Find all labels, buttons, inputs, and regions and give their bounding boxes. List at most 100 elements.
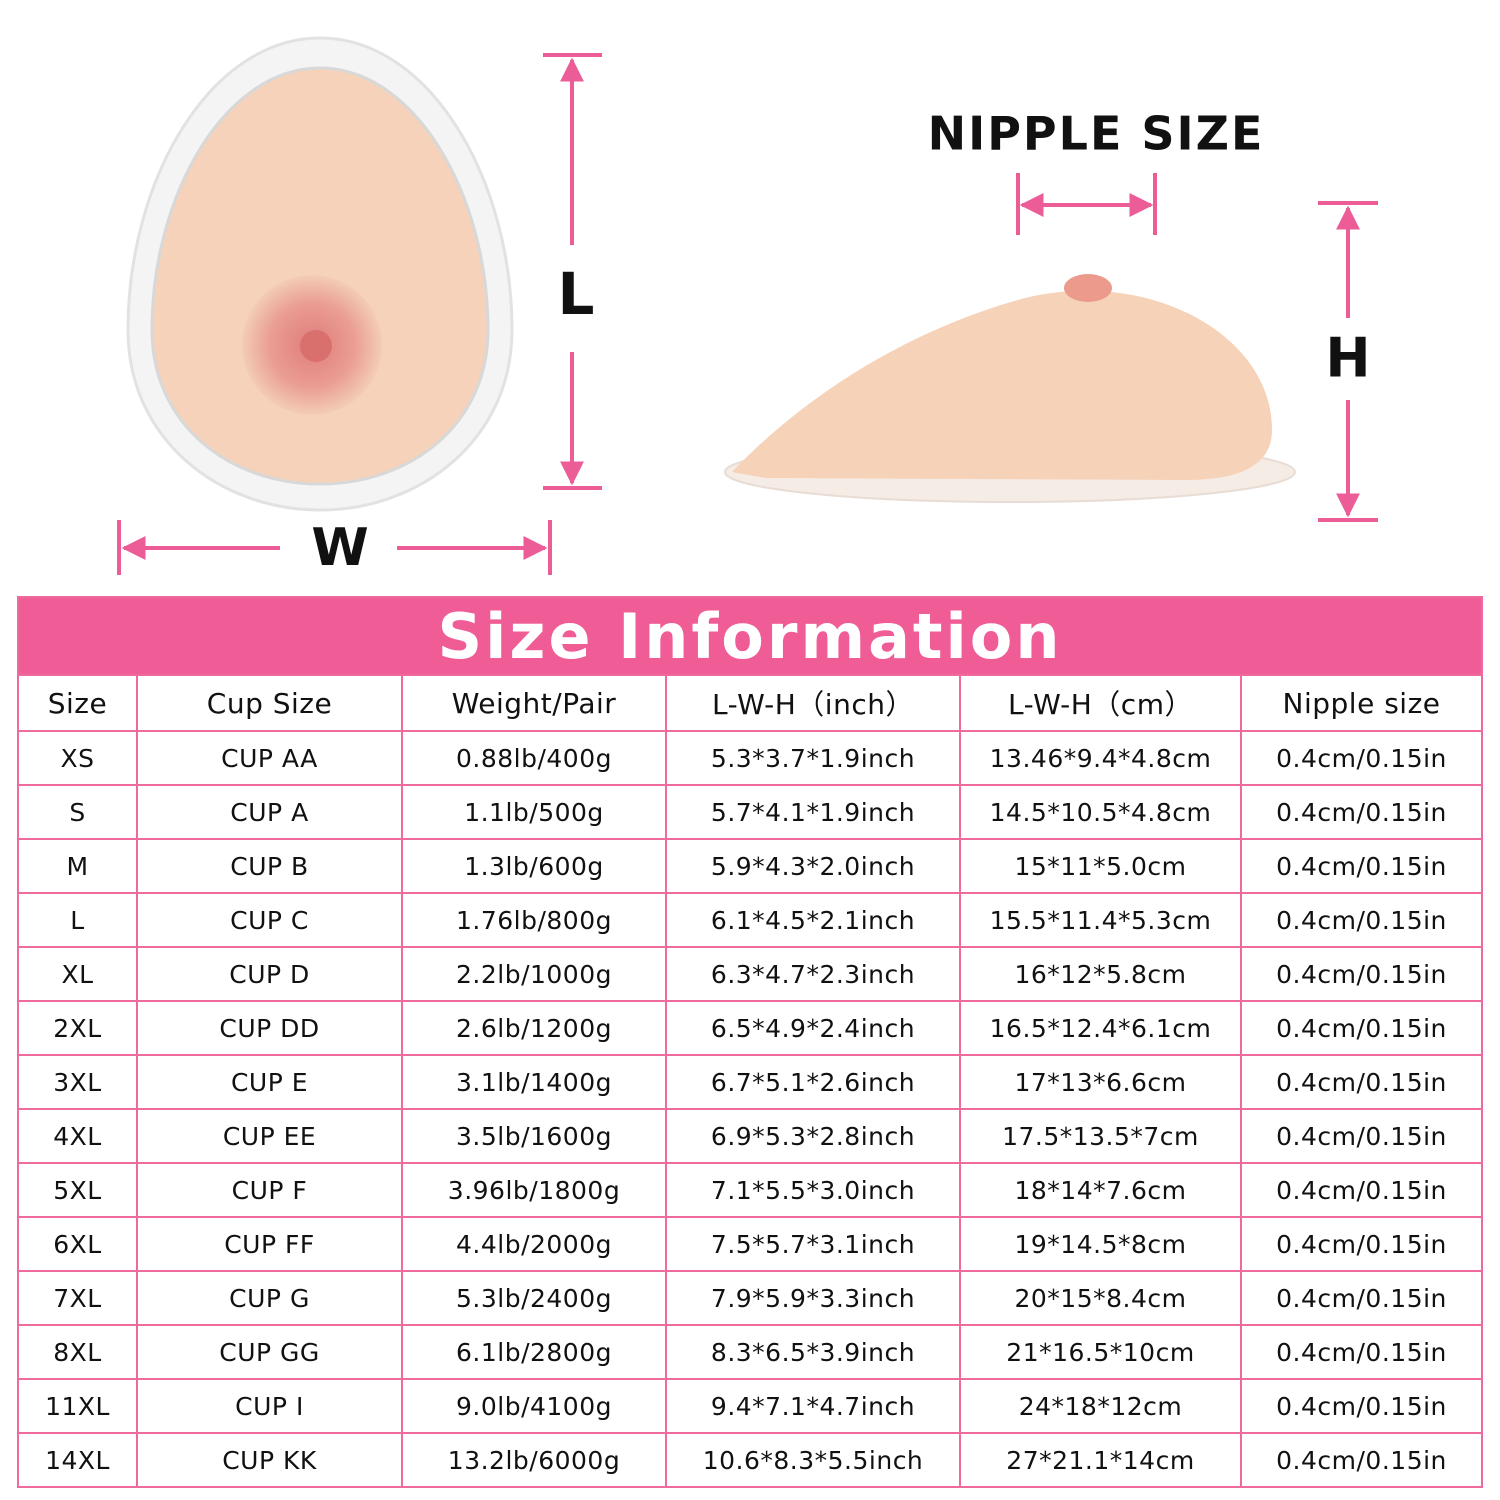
table-cell: 7XL xyxy=(17,1270,138,1326)
table-cell: 7.5*5.7*3.1inch xyxy=(665,1216,961,1272)
table-cell: L xyxy=(17,892,138,948)
table-cell: CUP D xyxy=(136,946,403,1002)
table-cell: 0.4cm/0.15in xyxy=(1239,1108,1484,1164)
table-cell: 2XL xyxy=(17,1000,138,1056)
dimension-lines xyxy=(117,53,1378,575)
table-row: 3XL CUP E 3.1lb/1400g 6.7*5.1*2.6inch 17*13*… xyxy=(17,1054,1484,1110)
nipple xyxy=(300,330,332,362)
table-cell: 19*14.5*8cm xyxy=(959,1216,1242,1272)
table-cell: 2.6lb/1200g xyxy=(401,1000,667,1056)
table-row: 14XL CUP KK 13.2lb/6000g 10.6*8.3*5.5inch 27… xyxy=(17,1432,1484,1488)
table-cell: 1.76lb/800g xyxy=(401,892,667,948)
table-cell: CUP F xyxy=(136,1162,403,1218)
table-cell: 1.1lb/500g xyxy=(401,784,667,840)
table-cell: 13.46*9.4*4.8cm xyxy=(959,730,1242,786)
column-header: Nipple size xyxy=(1239,674,1484,732)
table-cell: CUP C xyxy=(136,892,403,948)
table-cell: 5XL xyxy=(17,1162,138,1218)
table-cell: 17*13*6.6cm xyxy=(959,1054,1242,1110)
table-cell: 0.4cm/0.15in xyxy=(1239,1324,1484,1380)
table-cell: CUP EE xyxy=(136,1108,403,1164)
table-cell: 8XL xyxy=(17,1324,138,1380)
table-cell: 0.4cm/0.15in xyxy=(1239,1378,1484,1434)
table-cell: 0.4cm/0.15in xyxy=(1239,1216,1484,1272)
column-header: L-W-H（cm） xyxy=(959,674,1242,732)
table-cell: CUP E xyxy=(136,1054,403,1110)
table-cell: S xyxy=(17,784,138,840)
column-header: Weight/Pair xyxy=(401,674,667,732)
table-cell: CUP I xyxy=(136,1378,403,1434)
table-cell: 16*12*5.8cm xyxy=(959,946,1242,1002)
table-cell: 7.9*5.9*3.3inch xyxy=(665,1270,961,1326)
table-row: 6XL CUP FF 4.4lb/2000g 7.5*5.7*3.1inch 19*14… xyxy=(17,1216,1484,1272)
table-cell: 5.3lb/2400g xyxy=(401,1270,667,1326)
column-header: Size xyxy=(17,674,138,732)
table-cell: 24*18*12cm xyxy=(959,1378,1242,1434)
table-cell: CUP G xyxy=(136,1270,403,1326)
table-cell: 14XL xyxy=(17,1432,138,1488)
table-cell: 6XL xyxy=(17,1216,138,1272)
width-label: W xyxy=(311,518,368,578)
table-cell: CUP GG xyxy=(136,1324,403,1380)
nipple-label: NIPPLE SIZE xyxy=(928,107,1265,161)
column-header: Cup Size xyxy=(136,674,403,732)
size-table: Size Information Size Cup Size Weight/Pair… xyxy=(16,596,1484,1488)
table-cell: 3.5lb/1600g xyxy=(401,1108,667,1164)
table-cell: 17.5*13.5*7cm xyxy=(959,1108,1242,1164)
table-cell: 4XL xyxy=(17,1108,138,1164)
table-cell: 5.9*4.3*2.0inch xyxy=(665,838,961,894)
table-row: XS CUP AA 0.88lb/400g 5.3*3.7*1.9inch 13.46*… xyxy=(17,730,1484,786)
table-row: 5XL CUP F 3.96lb/1800g 7.1*5.5*3.0inch 18*14… xyxy=(17,1162,1484,1218)
table-row: M CUP B 1.3lb/600g 5.9*4.3*2.0inch 15*11*5.0… xyxy=(17,838,1484,894)
table-cell: 6.9*5.3*2.8inch xyxy=(665,1108,961,1164)
table-row: L CUP C 1.76lb/800g 6.1*4.5*2.1inch 15.5*11.… xyxy=(17,892,1484,948)
table-cell: 15*11*5.0cm xyxy=(959,838,1242,894)
table-cell: 1.3lb/600g xyxy=(401,838,667,894)
column-header: L-W-H（inch） xyxy=(665,674,961,732)
table-cell: XS xyxy=(17,730,138,786)
front-view xyxy=(126,36,514,512)
table-row: 4XL CUP EE 3.5lb/1600g 6.9*5.3*2.8inch 17.5*… xyxy=(17,1108,1484,1164)
table-cell: 4.4lb/2000g xyxy=(401,1216,667,1272)
table-cell: CUP B xyxy=(136,838,403,894)
table-body: XS CUP AA 0.88lb/400g 5.3*3.7*1.9inch 13.46*… xyxy=(17,730,1484,1488)
table-cell: 5.3*3.7*1.9inch xyxy=(665,730,961,786)
table-title: Size Information xyxy=(16,596,1484,676)
form xyxy=(732,290,1272,480)
table-row: 8XL CUP GG 6.1lb/2800g 8.3*6.5*3.9inch 21*16… xyxy=(17,1324,1484,1380)
table-cell: 0.4cm/0.15in xyxy=(1239,838,1484,894)
table-cell: 6.5*4.9*2.4inch xyxy=(665,1000,961,1056)
table-cell: 3.1lb/1400g xyxy=(401,1054,667,1110)
table-cell: CUP FF xyxy=(136,1216,403,1272)
table-cell: 18*14*7.6cm xyxy=(959,1162,1242,1218)
table-row: S CUP A 1.1lb/500g 5.7*4.1*1.9inch 14.5*10.5… xyxy=(17,784,1484,840)
table-row: XL CUP D 2.2lb/1000g 6.3*4.7*2.3inch 16*12*5… xyxy=(17,946,1484,1002)
table-cell: 0.4cm/0.15in xyxy=(1239,946,1484,1002)
table-cell: 27*21.1*14cm xyxy=(959,1432,1242,1488)
table-cell: 7.1*5.5*3.0inch xyxy=(665,1162,961,1218)
product-diagram: L W NIPPLE SIZE H xyxy=(117,36,1378,578)
table-cell: 10.6*8.3*5.5inch xyxy=(665,1432,961,1488)
table-cell: 0.4cm/0.15in xyxy=(1239,730,1484,786)
table-cell: 11XL xyxy=(17,1378,138,1434)
table-cell: 0.4cm/0.15in xyxy=(1239,1432,1484,1488)
table-cell: 6.1lb/2800g xyxy=(401,1324,667,1380)
table-cell: 0.4cm/0.15in xyxy=(1239,784,1484,840)
nipple xyxy=(1064,274,1112,302)
table-cell: 3.96lb/1800g xyxy=(401,1162,667,1218)
table-cell: 0.4cm/0.15in xyxy=(1239,1162,1484,1218)
table-cell: CUP AA xyxy=(136,730,403,786)
table-row: 11XL CUP I 9.0lb/4100g 9.4*7.1*4.7inch 24*18… xyxy=(17,1378,1484,1434)
table-cell: 0.4cm/0.15in xyxy=(1239,1000,1484,1056)
table-cell: CUP KK xyxy=(136,1432,403,1488)
table-cell: 9.0lb/4100g xyxy=(401,1378,667,1434)
header-row: Size Cup Size Weight/Pair L-W-H（inch） L-W-H（… xyxy=(17,674,1484,732)
table-cell: 6.3*4.7*2.3inch xyxy=(665,946,961,1002)
height-label: H xyxy=(1325,327,1370,390)
table-cell: M xyxy=(17,838,138,894)
table-row: 2XL CUP DD 2.6lb/1200g 6.5*4.9*2.4inch 16.5*… xyxy=(17,1000,1484,1056)
table-cell: 0.4cm/0.15in xyxy=(1239,892,1484,948)
table-cell: XL xyxy=(17,946,138,1002)
table-cell: 16.5*12.4*6.1cm xyxy=(959,1000,1242,1056)
table-cell: 8.3*6.5*3.9inch xyxy=(665,1324,961,1380)
